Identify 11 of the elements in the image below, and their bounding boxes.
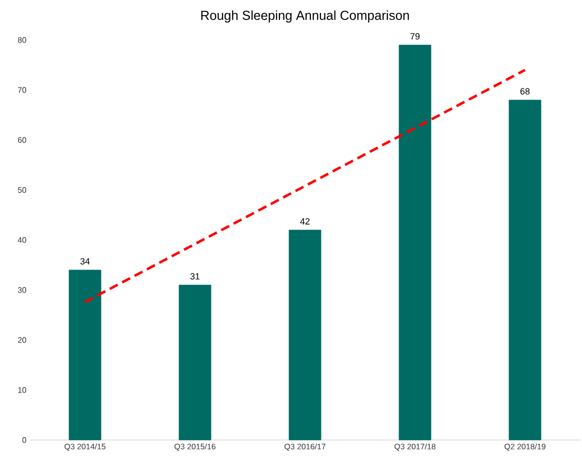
bar (288, 230, 322, 440)
bar (178, 284, 212, 440)
bar (398, 44, 432, 440)
chart-title: Rough Sleeping Annual Comparison (201, 10, 409, 23)
data-label: 31 (190, 273, 200, 280)
data-label: 42 (300, 218, 310, 224)
data-label: 34 (80, 258, 90, 264)
data-label: 79 (410, 33, 420, 40)
bar (508, 100, 542, 440)
data-label: 68 (520, 88, 530, 94)
bar (68, 270, 102, 440)
